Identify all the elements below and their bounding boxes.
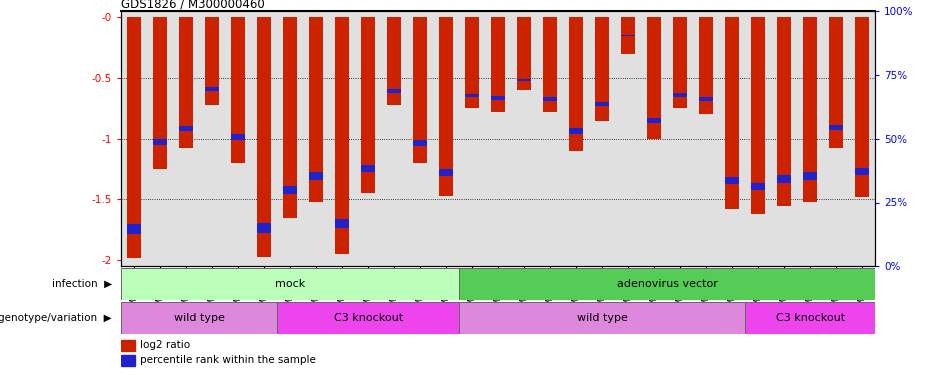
Text: mock: mock: [275, 279, 305, 289]
Bar: [121, 268, 459, 300]
Bar: [459, 302, 745, 334]
Text: C3 knockout: C3 knockout: [333, 313, 402, 323]
Bar: [673, 93, 687, 96]
Bar: [335, 17, 349, 254]
Text: log2 ratio: log2 ratio: [140, 340, 190, 350]
Bar: [829, 125, 843, 130]
Bar: [595, 102, 609, 106]
Bar: [439, 169, 453, 176]
Bar: [725, 177, 739, 184]
Bar: [231, 17, 245, 163]
Bar: [127, 224, 142, 234]
Bar: [121, 340, 135, 351]
Bar: [699, 17, 713, 114]
Bar: [309, 17, 323, 202]
Bar: [179, 126, 194, 131]
Bar: [387, 17, 401, 105]
Text: wild type: wild type: [173, 313, 224, 323]
Bar: [855, 17, 870, 197]
Bar: [543, 97, 558, 100]
Text: wild type: wild type: [576, 313, 627, 323]
Bar: [595, 17, 609, 120]
Text: infection  ▶: infection ▶: [51, 279, 112, 289]
Bar: [257, 17, 271, 256]
Bar: [459, 268, 875, 300]
Bar: [517, 78, 532, 81]
Bar: [745, 302, 875, 334]
Text: genotype/variation  ▶: genotype/variation ▶: [0, 313, 112, 323]
Bar: [309, 172, 323, 180]
Bar: [179, 17, 194, 148]
Bar: [829, 17, 843, 148]
Bar: [491, 17, 506, 112]
Bar: [335, 219, 349, 228]
Bar: [153, 17, 168, 169]
Bar: [569, 17, 583, 151]
Bar: [751, 17, 765, 214]
Bar: [491, 96, 506, 100]
Bar: [751, 183, 765, 190]
Bar: [121, 355, 135, 366]
Bar: [699, 97, 713, 101]
Bar: [283, 17, 297, 217]
Bar: [277, 302, 459, 334]
Bar: [465, 17, 479, 108]
Bar: [569, 128, 583, 133]
Bar: [725, 17, 739, 209]
Text: GDS1826 / M300000460: GDS1826 / M300000460: [121, 0, 264, 10]
Bar: [127, 17, 142, 258]
Bar: [413, 17, 427, 163]
Bar: [517, 17, 532, 90]
Bar: [647, 17, 661, 139]
Text: C3 knockout: C3 knockout: [776, 313, 844, 323]
Bar: [361, 17, 375, 194]
Bar: [465, 94, 479, 98]
Bar: [439, 17, 453, 196]
Bar: [283, 186, 297, 194]
Text: percentile rank within the sample: percentile rank within the sample: [140, 355, 316, 365]
Bar: [231, 134, 245, 140]
Bar: [777, 176, 791, 183]
Bar: [803, 172, 817, 180]
Bar: [413, 140, 427, 146]
Text: adenovirus vector: adenovirus vector: [616, 279, 718, 289]
Bar: [205, 17, 219, 105]
Bar: [121, 302, 277, 334]
Bar: [777, 17, 791, 206]
Bar: [387, 89, 401, 93]
Bar: [257, 223, 271, 232]
Bar: [621, 17, 635, 54]
Bar: [361, 165, 375, 172]
Bar: [205, 87, 219, 91]
Bar: [621, 35, 635, 36]
Bar: [647, 118, 661, 123]
Bar: [855, 168, 870, 176]
Bar: [153, 139, 168, 145]
Bar: [803, 17, 817, 202]
Bar: [543, 17, 558, 112]
Bar: [673, 17, 687, 108]
